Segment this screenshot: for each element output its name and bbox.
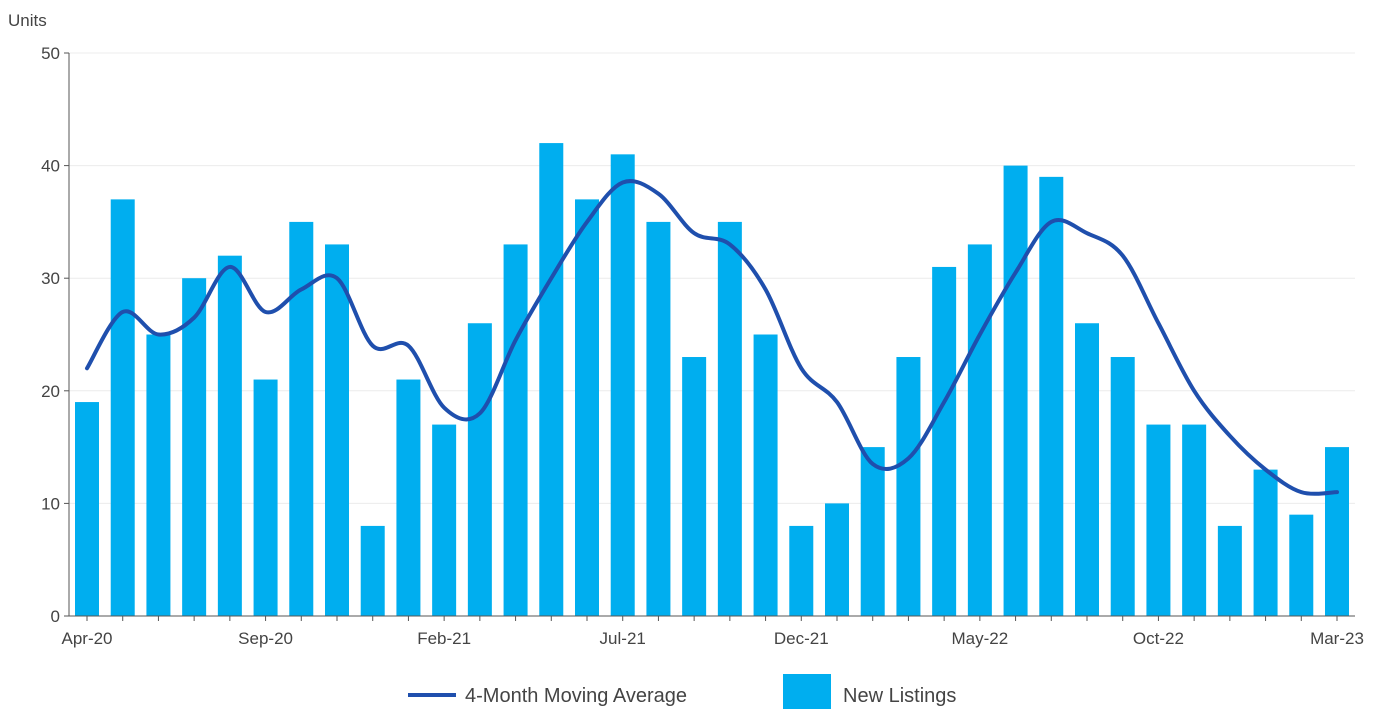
x-tick-label: May-22 <box>952 629 1009 648</box>
bar-apr-21 <box>503 244 528 617</box>
y-tick-label: 20 <box>41 382 60 401</box>
bar-mar-22 <box>896 357 921 616</box>
bar-oct-22 <box>1146 424 1171 616</box>
bar-jun-22 <box>1003 165 1028 616</box>
bar-mar-21 <box>467 323 492 616</box>
x-tick-label: Jul-21 <box>600 629 646 648</box>
bar-feb-23 <box>1289 514 1314 616</box>
legend-new-listings-label: New Listings <box>843 685 956 707</box>
y-tick-label: 0 <box>51 607 60 626</box>
bar-apr-22 <box>932 266 957 616</box>
moving-average-line-group <box>85 179 1339 496</box>
y-tick-label: 40 <box>41 157 60 176</box>
x-tick-label: Dec-21 <box>774 629 829 648</box>
x-tick-label: Oct-22 <box>1133 629 1184 648</box>
bar-sep-22 <box>1110 357 1135 616</box>
bar-sep-20 <box>253 379 278 616</box>
x-tick-label: Sep-20 <box>238 629 293 648</box>
bar-jan-23 <box>1253 469 1278 616</box>
legend-bar-swatch <box>783 674 831 709</box>
y-tick-label: 30 <box>41 269 60 288</box>
y-tick-label: 50 <box>41 44 60 63</box>
bar-dec-21 <box>789 525 814 616</box>
bar-nov-21 <box>753 334 778 616</box>
bar-oct-20 <box>289 221 314 616</box>
x-tick-label: Mar-23 <box>1310 629 1364 648</box>
bar-feb-22 <box>860 447 885 616</box>
x-tick-label: Apr-20 <box>61 629 112 648</box>
bar-mar-23 <box>1325 447 1349 616</box>
bar-may-22 <box>967 244 992 617</box>
y-axis-title: Units <box>8 11 47 30</box>
moving-average-line <box>85 179 1339 496</box>
bar-jan-22 <box>825 503 849 616</box>
bar-jul-20 <box>182 278 207 616</box>
legend: 4-Month Moving Average New Listings <box>408 674 956 709</box>
x-axis: Apr-20 Sep-20 Feb-21 Jul-21 Dec-21 May-22 Oct-… <box>61 53 1364 648</box>
bar-oct-21 <box>717 221 742 616</box>
y-tick-label: 10 <box>41 494 60 513</box>
bar-apr-20 <box>75 402 99 616</box>
bar-nov-22 <box>1182 424 1207 616</box>
bar-aug-20 <box>217 255 242 616</box>
bar-feb-21 <box>432 424 457 616</box>
bar-jun-20 <box>146 334 171 616</box>
y-axis-ticks: 0 10 20 30 40 50 <box>41 44 69 626</box>
legend-moving-average-label: 4-Month Moving Average <box>465 685 687 707</box>
bar-dec-22 <box>1217 525 1242 616</box>
bar-nov-20 <box>325 244 349 617</box>
bar-dec-20 <box>360 525 385 616</box>
bar-jun-21 <box>575 199 599 616</box>
bar-jul-21 <box>610 154 635 616</box>
bars-new-listings <box>75 143 1349 617</box>
bar-may-20 <box>110 199 135 616</box>
bar-jan-21 <box>396 379 421 616</box>
x-tick-label: Feb-21 <box>417 629 471 648</box>
bar-aug-22 <box>1075 323 1099 616</box>
bar-jul-22 <box>1039 176 1064 617</box>
y-gridlines <box>69 52 1355 504</box>
bar-aug-21 <box>646 221 671 616</box>
bar-may-21 <box>539 143 564 616</box>
bar-sep-21 <box>682 357 707 616</box>
